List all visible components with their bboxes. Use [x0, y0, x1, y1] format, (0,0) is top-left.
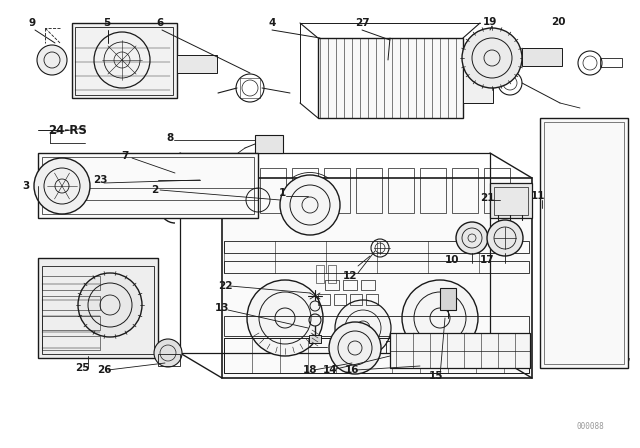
- Text: 25: 25: [75, 363, 89, 373]
- Bar: [600, 58, 622, 67]
- Bar: [490, 183, 532, 218]
- Bar: [452, 168, 478, 213]
- Bar: [463, 58, 493, 103]
- Bar: [343, 280, 357, 290]
- Text: 23: 23: [93, 175, 108, 185]
- Text: 9: 9: [28, 18, 36, 28]
- Bar: [386, 341, 408, 353]
- Bar: [42, 296, 100, 310]
- Text: 15: 15: [429, 371, 444, 381]
- Bar: [222, 178, 532, 378]
- Bar: [325, 280, 339, 290]
- Circle shape: [280, 175, 340, 235]
- Bar: [350, 294, 362, 305]
- Bar: [484, 168, 510, 213]
- Bar: [522, 48, 562, 66]
- Bar: [318, 38, 463, 118]
- Text: 21: 21: [480, 193, 494, 203]
- Text: 5: 5: [104, 18, 111, 28]
- Bar: [228, 168, 254, 213]
- Circle shape: [456, 222, 488, 254]
- Circle shape: [335, 300, 391, 356]
- Text: 3: 3: [22, 181, 29, 191]
- Bar: [42, 336, 100, 350]
- Text: 8: 8: [166, 133, 173, 143]
- Circle shape: [329, 322, 381, 374]
- Text: 10: 10: [445, 255, 460, 265]
- Bar: [240, 78, 260, 98]
- Bar: [38, 258, 158, 358]
- Bar: [356, 168, 382, 213]
- Bar: [177, 55, 217, 73]
- Circle shape: [402, 280, 478, 356]
- Bar: [260, 168, 286, 213]
- Text: 24-RS: 24-RS: [48, 124, 87, 137]
- Text: 6: 6: [156, 18, 164, 28]
- Bar: [292, 168, 318, 213]
- Bar: [75, 27, 173, 95]
- Text: 7: 7: [122, 151, 129, 161]
- Bar: [224, 261, 529, 273]
- Bar: [42, 157, 254, 214]
- Bar: [388, 168, 414, 213]
- Bar: [540, 118, 628, 368]
- Text: 14: 14: [323, 365, 337, 375]
- Bar: [440, 288, 456, 310]
- Bar: [224, 338, 529, 373]
- Bar: [42, 266, 154, 354]
- Bar: [255, 135, 283, 153]
- Bar: [316, 265, 324, 283]
- Text: 2: 2: [152, 185, 159, 195]
- Bar: [420, 168, 446, 213]
- Bar: [366, 294, 378, 305]
- Text: 27: 27: [355, 18, 369, 28]
- Bar: [42, 316, 100, 330]
- Text: 20: 20: [551, 17, 565, 27]
- Bar: [328, 265, 336, 283]
- Bar: [224, 316, 529, 336]
- Bar: [224, 241, 529, 253]
- Circle shape: [154, 339, 182, 367]
- Bar: [318, 294, 330, 305]
- Bar: [158, 354, 180, 366]
- Text: 19: 19: [483, 17, 497, 27]
- Bar: [309, 335, 321, 343]
- Circle shape: [34, 158, 90, 214]
- Text: 26: 26: [97, 365, 111, 375]
- Bar: [42, 276, 100, 290]
- Circle shape: [247, 280, 323, 356]
- Bar: [494, 187, 528, 215]
- Text: 17: 17: [480, 255, 494, 265]
- Bar: [334, 294, 346, 305]
- Circle shape: [78, 273, 142, 337]
- Text: 000088: 000088: [576, 422, 604, 431]
- Bar: [72, 23, 177, 98]
- Text: 16: 16: [345, 365, 359, 375]
- Bar: [38, 153, 258, 218]
- Text: 13: 13: [215, 303, 229, 313]
- Bar: [324, 168, 350, 213]
- Text: 12: 12: [343, 271, 357, 281]
- Text: 4: 4: [268, 18, 276, 28]
- Circle shape: [462, 28, 522, 88]
- Text: 11: 11: [531, 191, 545, 201]
- Text: 18: 18: [303, 365, 317, 375]
- Circle shape: [37, 45, 67, 75]
- Text: 1: 1: [278, 188, 285, 198]
- Text: 22: 22: [218, 281, 232, 291]
- Bar: [361, 280, 375, 290]
- Circle shape: [487, 220, 523, 256]
- Bar: [390, 333, 530, 368]
- Bar: [544, 122, 624, 364]
